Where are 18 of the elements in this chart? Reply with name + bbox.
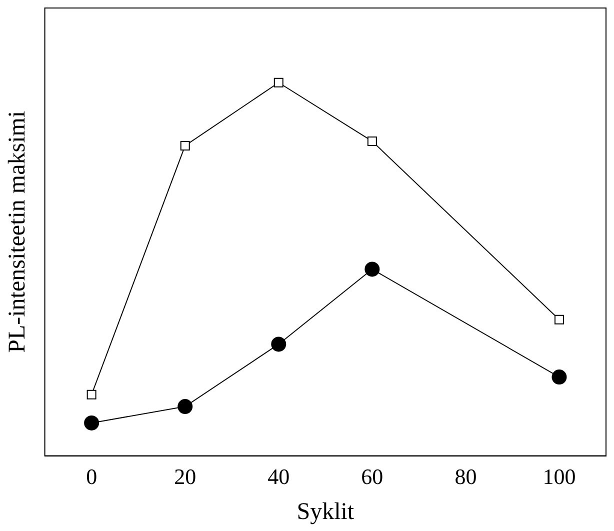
- x-tick-label: 20: [174, 464, 196, 489]
- point: [86, 390, 96, 400]
- x-axis-title: Syklit: [296, 498, 354, 525]
- point: [364, 262, 380, 277]
- x-tick-label: 80: [454, 464, 477, 489]
- y-axis-title: PL-intensiteetin maksimi: [4, 110, 31, 353]
- point: [367, 136, 377, 146]
- point: [274, 78, 284, 88]
- point: [178, 399, 193, 414]
- point: [552, 370, 567, 385]
- point: [84, 415, 100, 430]
- point: [271, 336, 286, 352]
- x-tick-label: 40: [268, 464, 290, 489]
- point: [180, 140, 190, 150]
- x-tick-label: 100: [542, 464, 576, 489]
- point: [554, 314, 564, 324]
- x-tick-label: 0: [86, 464, 98, 489]
- x-tick-label: 60: [361, 464, 384, 489]
